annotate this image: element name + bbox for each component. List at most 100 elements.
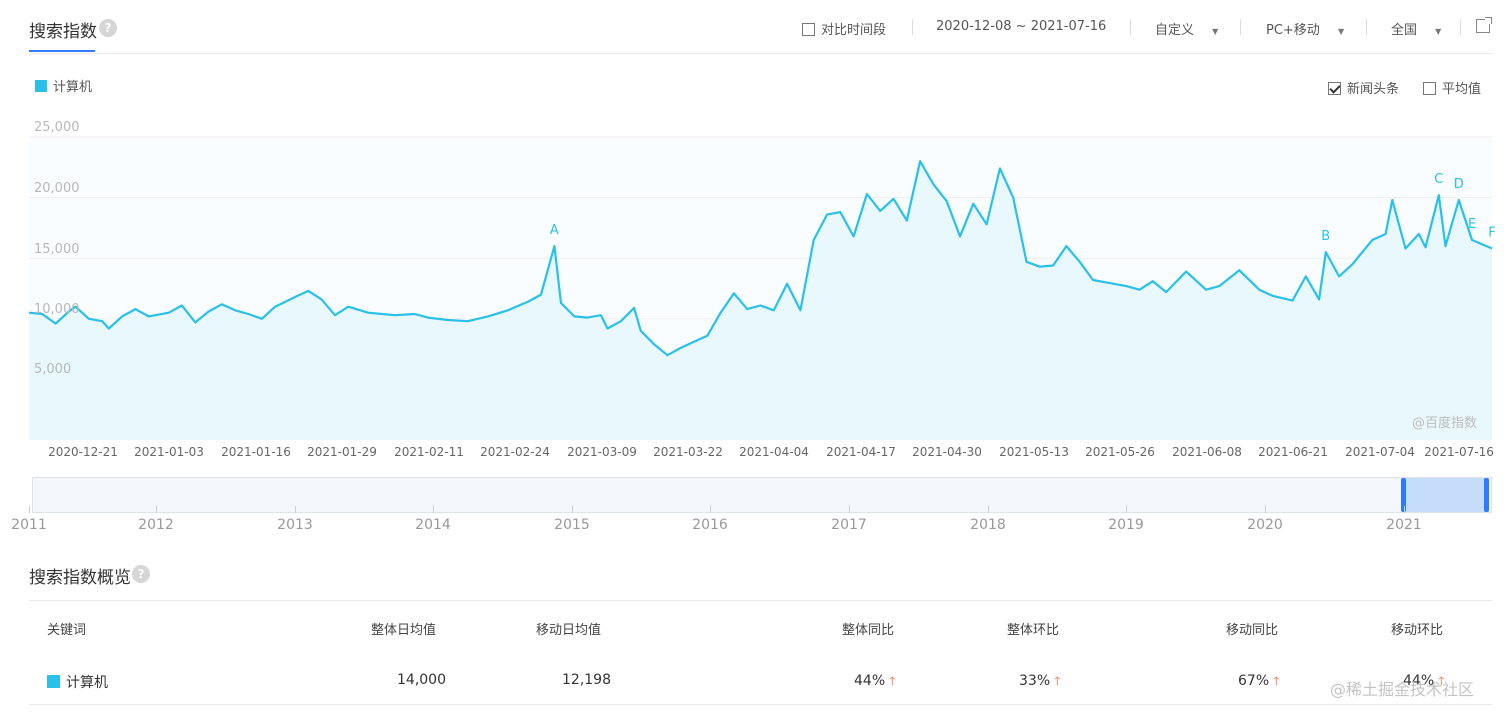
mobile-yoy-value: 67% xyxy=(1238,673,1270,689)
arrow-up-icon: 🡑 xyxy=(889,674,896,688)
site-watermark: @稀土掘金技术社区 xyxy=(1330,680,1475,699)
news-headline-toggle[interactable]: 新闻头条 xyxy=(1328,78,1399,97)
keyword-text: 计算机 xyxy=(66,675,108,691)
navigator-tick xyxy=(1126,506,1127,513)
overall-yoy-value: 44% xyxy=(854,673,886,689)
navigator-year: 2011 xyxy=(11,517,47,533)
y-tick-label: 25,000 xyxy=(34,120,80,135)
header-divider xyxy=(29,53,1492,54)
series-line xyxy=(28,160,1493,357)
mobile-mom-value: 44% xyxy=(1403,673,1435,689)
x-tick-label: 2021-04-30 xyxy=(912,445,982,459)
navigator-year: 2013 xyxy=(277,517,313,533)
range-mode-value: 自定义 xyxy=(1155,23,1195,38)
region-select[interactable]: 全国 ▼ xyxy=(1391,19,1441,38)
arrow-up-icon: 🡑 xyxy=(1438,674,1445,688)
annotation-b: B xyxy=(1321,229,1330,244)
y-tick-label: 5,000 xyxy=(34,362,72,377)
annotation-e: E xyxy=(1468,217,1476,232)
arrow-up-icon: 🡑 xyxy=(1054,674,1061,688)
navigator-tick xyxy=(849,506,850,513)
compare-period-toggle[interactable]: 对比时间段 xyxy=(802,19,886,38)
x-tick-label: 2021-06-21 xyxy=(1258,445,1328,459)
navigator-tick xyxy=(156,506,157,513)
overall-mom-value: 33% xyxy=(1019,673,1051,689)
y-tick-label: 10,000 xyxy=(34,302,80,317)
annotation-d: D xyxy=(1454,177,1464,192)
divider xyxy=(1366,19,1367,35)
legend-swatch xyxy=(35,80,47,92)
device-value: PC+移动 xyxy=(1266,23,1320,38)
caret-down-icon: ▼ xyxy=(1435,27,1442,36)
search-index-chart[interactable]: A B C D EF xyxy=(0,0,1512,470)
y-tick-label: 20,000 xyxy=(34,181,80,196)
navigator-year: 2012 xyxy=(138,517,174,533)
chart-watermark: @百度指数 xyxy=(1412,416,1478,431)
navigator-year: 2016 xyxy=(692,517,728,533)
x-tick-label: 2021-07-04 xyxy=(1345,445,1415,459)
x-tick-label: 2021-01-16 xyxy=(221,445,291,459)
x-tick-label: 2020-12-21 xyxy=(48,445,118,459)
navigator-tick xyxy=(295,506,296,513)
help-icon[interactable]: ? xyxy=(99,19,117,37)
x-tick-label: 2021-05-26 xyxy=(1085,445,1155,459)
table-bottom-border xyxy=(29,704,1492,705)
navigator-tick xyxy=(1404,506,1405,513)
header-mobile-mom: 移动环比 xyxy=(1391,623,1444,638)
average-toggle[interactable]: 平均值 xyxy=(1423,78,1481,97)
x-tick-label: 2021-02-11 xyxy=(394,445,464,459)
annotation-f: F xyxy=(1488,226,1495,241)
series-area xyxy=(29,161,1492,440)
device-select[interactable]: PC+移动 ▼ xyxy=(1266,19,1344,38)
navigator-tick xyxy=(1265,506,1266,513)
external-link-icon[interactable] xyxy=(1476,17,1492,33)
region-value: 全国 xyxy=(1391,23,1418,38)
x-tick-label: 2021-03-09 xyxy=(567,445,637,459)
y-tick-label: 15,000 xyxy=(34,242,80,257)
header-overall-mom: 整体环比 xyxy=(1007,623,1060,638)
x-tick-label: 2021-06-08 xyxy=(1172,445,1242,459)
navigator-year: 2017 xyxy=(831,517,867,533)
news-checkbox[interactable] xyxy=(1328,82,1341,95)
navigator-year: 2018 xyxy=(970,517,1006,533)
x-tick-label: 2021-07-16 xyxy=(1424,445,1494,459)
compare-label: 对比时间段 xyxy=(821,23,887,38)
navigator-right-handle[interactable] xyxy=(1484,478,1489,512)
help-icon[interactable]: ? xyxy=(132,565,150,583)
mobile-mom-cell: 44% 🡑 xyxy=(1403,672,1444,693)
date-range-picker[interactable]: 2020-12-08 ~ 2021-07-16 xyxy=(936,19,1107,34)
row-keyword: 计算机 xyxy=(47,672,108,692)
arrow-up-icon: 🡑 xyxy=(1273,674,1280,688)
navigator-selection[interactable] xyxy=(1403,478,1487,512)
navigator-tick xyxy=(29,506,30,513)
navigator-left-handle[interactable] xyxy=(1401,478,1406,512)
header-overall-avg: 整体日均值 xyxy=(371,623,437,638)
navigator-year: 2015 xyxy=(554,517,590,533)
x-tick-label: 2021-04-17 xyxy=(826,445,896,459)
navigator-tick xyxy=(710,506,711,513)
x-tick-label: 2021-02-24 xyxy=(480,445,550,459)
navigator-year: 2020 xyxy=(1247,517,1283,533)
chart-legend[interactable]: 计算机 xyxy=(35,76,92,95)
news-label: 新闻头条 xyxy=(1347,82,1400,97)
compare-checkbox[interactable] xyxy=(802,23,815,36)
navigator-tick xyxy=(572,506,573,513)
navigator-year: 2014 xyxy=(415,517,451,533)
range-mode-select[interactable]: 自定义 ▼ xyxy=(1155,19,1218,38)
range-navigator[interactable] xyxy=(32,477,1492,513)
caret-down-icon: ▼ xyxy=(1212,27,1219,36)
active-tab-indicator xyxy=(29,50,95,52)
divider xyxy=(1240,19,1241,35)
caret-down-icon: ▼ xyxy=(1337,27,1345,36)
divider xyxy=(1130,19,1131,35)
average-checkbox[interactable] xyxy=(1423,82,1436,95)
page-title: 搜索指数 xyxy=(29,22,97,42)
navigator-year: 2019 xyxy=(1108,517,1144,533)
overview-title: 搜索指数概览 xyxy=(29,568,131,588)
keyword-swatch xyxy=(47,675,60,688)
navigator-tick xyxy=(988,506,989,513)
news-annotations: A B C D EF xyxy=(550,172,1496,244)
header-keyword: 关键词 xyxy=(47,623,87,638)
legend-label: 计算机 xyxy=(53,80,93,95)
divider xyxy=(1460,19,1461,35)
